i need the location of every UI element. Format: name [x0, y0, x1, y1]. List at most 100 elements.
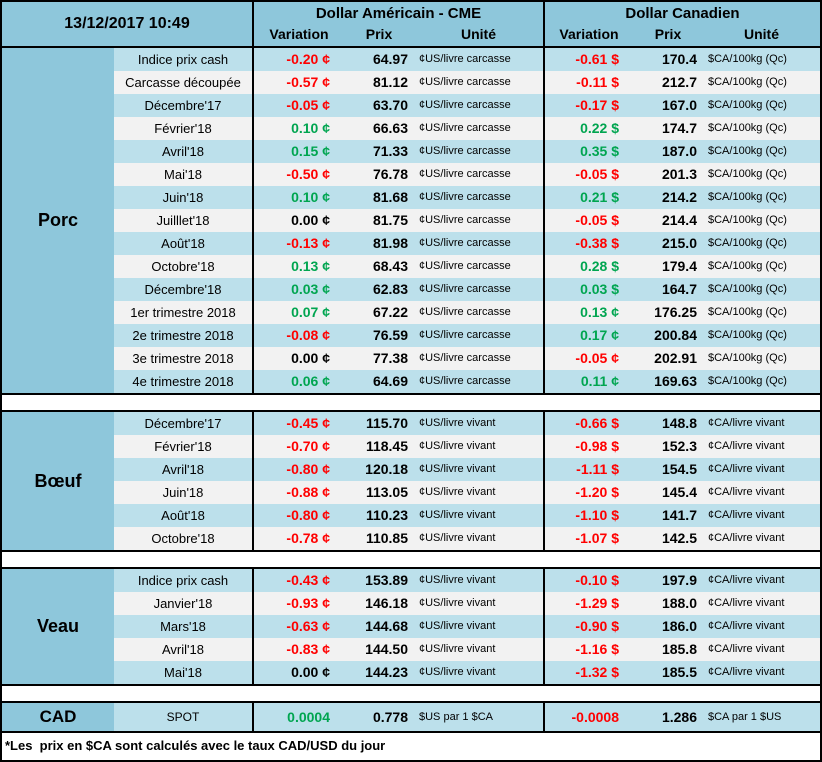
ca-prix-value: 142.5	[633, 527, 703, 550]
row-label: Janvier'18	[114, 592, 252, 615]
us-prix-value: 81.68	[344, 186, 414, 209]
us-variation-value: 0.06 ¢	[252, 370, 344, 393]
us-variation-value: 0.03 ¢	[252, 278, 344, 301]
ca-variation-value: -0.90 $	[543, 615, 633, 638]
us-unite-label: ¢US/livre carcasse	[414, 71, 543, 94]
us-variation-value: -0.08 ¢	[252, 324, 344, 347]
ca-prix-value: 148.8	[633, 412, 703, 435]
row-label: Février'18	[114, 117, 252, 140]
ca-variation-value: -1.29 $	[543, 592, 633, 615]
us-prix-value: 68.43	[344, 255, 414, 278]
us-unite-label: ¢US/livre carcasse	[414, 94, 543, 117]
us-unite-label: ¢US/livre vivant	[414, 527, 543, 550]
us-prix-value: 144.23	[344, 661, 414, 684]
ca-prix-value: 214.4	[633, 209, 703, 232]
us-prix-value: 144.50	[344, 638, 414, 661]
row-label: 1er trimestre 2018	[114, 301, 252, 324]
row-label: Février'18	[114, 435, 252, 458]
ca-prix-value: 174.7	[633, 117, 703, 140]
ca-unite-label: ¢CA/livre vivant	[703, 412, 820, 435]
ca-prix-value: 202.91	[633, 347, 703, 370]
us-unite-label: ¢US/livre carcasse	[414, 347, 543, 370]
us-unite-label: ¢US/livre carcasse	[414, 48, 543, 71]
ca-variation-value: -0.61 $	[543, 48, 633, 71]
us-variation-value: -0.63 ¢	[252, 615, 344, 638]
ca-variation-value: -0.98 $	[543, 435, 633, 458]
row-label: 4e trimestre 2018	[114, 370, 252, 393]
us-prix-value: 110.85	[344, 527, 414, 550]
ca-prix-value: 201.3	[633, 163, 703, 186]
ca-prix-value: 200.84	[633, 324, 703, 347]
row-label: Octobre'18	[114, 527, 252, 550]
us-unite-label: ¢US/livre vivant	[414, 504, 543, 527]
us-variation-value: -0.45 ¢	[252, 412, 344, 435]
us-unite-label: ¢US/livre vivant	[414, 661, 543, 684]
ca-variation-value: -0.11 $	[543, 71, 633, 94]
us-prix-value: 76.78	[344, 163, 414, 186]
row-label: Juin'18	[114, 481, 252, 504]
us-variation-value: -0.50 ¢	[252, 163, 344, 186]
us-prix-value: 146.18	[344, 592, 414, 615]
us-variation-value: -0.80 ¢	[252, 504, 344, 527]
ca-prix-value: 1.286	[661, 709, 697, 725]
ca-unite-label: $CA/100kg (Qc)	[703, 255, 820, 278]
us-prix-value: 66.63	[344, 117, 414, 140]
us-prix-value: 76.59	[344, 324, 414, 347]
ca-prix-value: 152.3	[633, 435, 703, 458]
ca-unite-label: $CA/100kg (Qc)	[703, 94, 820, 117]
us-prix-value: 77.38	[344, 347, 414, 370]
ca-unite-label: ¢CA/livre vivant	[703, 569, 820, 592]
ca-variation-value: -1.16 $	[543, 638, 633, 661]
ca-unite-label: $CA/100kg (Qc)	[703, 186, 820, 209]
us-prix-value: 144.68	[344, 615, 414, 638]
us-variation-value: 0.15 ¢	[252, 140, 344, 163]
us-variation-value: -0.80 ¢	[252, 458, 344, 481]
us-unite-label: ¢US/livre vivant	[414, 569, 543, 592]
row-label: Août'18	[114, 232, 252, 255]
us-prix-value: 63.70	[344, 94, 414, 117]
ca-variation-value: -1.10 $	[543, 504, 633, 527]
us-unite-label: ¢US/livre carcasse	[414, 232, 543, 255]
section-gap	[2, 393, 820, 412]
cad-section: CAD SPOT 0.0004 0.778 $US par 1 $CA -0.0…	[2, 703, 820, 733]
us-prix-value: 62.83	[344, 278, 414, 301]
row-label: Juilllet'18	[114, 209, 252, 232]
us-variation-value: -0.70 ¢	[252, 435, 344, 458]
row-label: Décembre'18	[114, 278, 252, 301]
row-label: Décembre'17	[114, 94, 252, 117]
us-unite-label: ¢US/livre vivant	[414, 481, 543, 504]
ca-variation-value: 0.17 ¢	[543, 324, 633, 347]
ca-prix-value: 141.7	[633, 504, 703, 527]
ca-variation-value: 0.22 $	[543, 117, 633, 140]
ca-unite-label: $CA/100kg (Qc)	[703, 117, 820, 140]
ca-variation-value: -0.10 $	[543, 569, 633, 592]
us-variation-value: -0.78 ¢	[252, 527, 344, 550]
table-header: 13/12/2017 10:49 Dollar Américain - CME …	[2, 2, 820, 48]
us-variation-value: -0.43 ¢	[252, 569, 344, 592]
row-label: Avril'18	[114, 458, 252, 481]
us-prix-value: 64.97	[344, 48, 414, 71]
ca-variation-value: -0.05 ¢	[543, 347, 633, 370]
ca-unite-label: $CA/100kg (Qc)	[703, 232, 820, 255]
us-prix-value: 0.778	[372, 709, 408, 725]
us-unite-label: ¢US/livre carcasse	[414, 278, 543, 301]
us-unite-label: ¢US/livre vivant	[414, 435, 543, 458]
ca-prix-value: 187.0	[633, 140, 703, 163]
ca-prix-value: 212.7	[633, 71, 703, 94]
ca-unite-label: $CA/100kg (Qc)	[703, 209, 820, 232]
us-unite-label: ¢US/livre carcasse	[414, 186, 543, 209]
us-variation-value: -0.57 ¢	[252, 71, 344, 94]
ca-variation-value: -1.11 $	[543, 458, 633, 481]
ca-unite-label: $CA/100kg (Qc)	[703, 163, 820, 186]
ca-prix-header: Prix	[654, 26, 682, 42]
row-label: SPOT	[166, 710, 200, 724]
report-datetime: 13/12/2017 10:49	[64, 15, 190, 32]
ca-variation-value: -0.05 $	[543, 209, 633, 232]
ca-unite-label: $CA/100kg (Qc)	[703, 71, 820, 94]
us-unite-label: ¢US/livre vivant	[414, 592, 543, 615]
us-variation-value: 0.00 ¢	[252, 209, 344, 232]
boeuf-section: Bœuf Décembre'17 -0.45 ¢ 115.70 ¢US/livre vi…	[2, 412, 820, 550]
us-unite-label: ¢US/livre vivant	[414, 615, 543, 638]
us-variation-value: 0.13 ¢	[252, 255, 344, 278]
section-gap	[2, 550, 820, 569]
